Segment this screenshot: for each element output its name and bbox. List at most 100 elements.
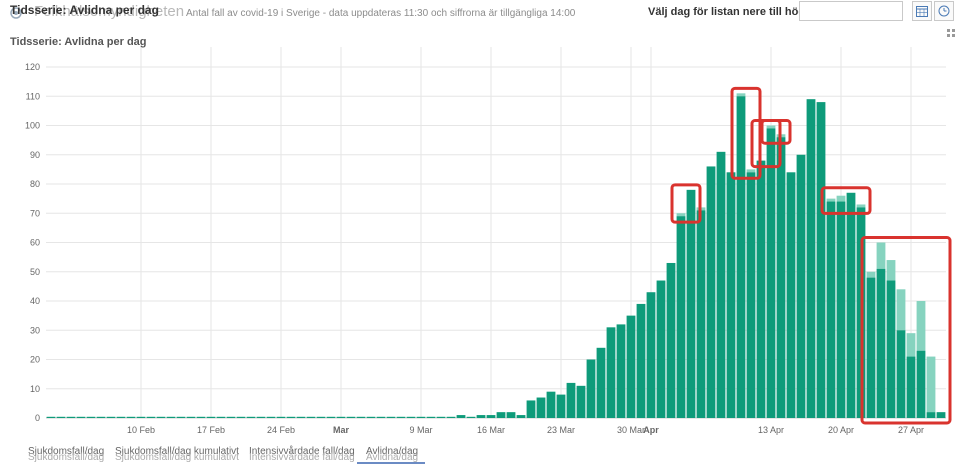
bar bbox=[556, 394, 566, 418]
bar bbox=[56, 416, 66, 418]
bar bbox=[636, 303, 646, 418]
bar bbox=[546, 391, 556, 418]
bar bbox=[876, 268, 886, 418]
bar bbox=[96, 416, 106, 418]
tab-avlidna-dag[interactable]: Avlidna/dag Avlidna/dag bbox=[366, 446, 418, 463]
bar bbox=[666, 262, 676, 418]
bar bbox=[456, 415, 466, 418]
bar-preliminary bbox=[856, 204, 866, 208]
bar bbox=[496, 412, 506, 418]
bar bbox=[936, 412, 946, 418]
bar bbox=[576, 385, 586, 418]
bar bbox=[506, 412, 516, 418]
bar bbox=[686, 189, 696, 418]
bar bbox=[756, 160, 766, 418]
bar bbox=[816, 102, 826, 418]
bar bbox=[896, 330, 906, 418]
bar bbox=[116, 416, 126, 418]
bar-preliminary bbox=[676, 213, 686, 217]
bar bbox=[386, 416, 396, 418]
x-tick-label: 17 Feb bbox=[197, 425, 225, 435]
highlight-box bbox=[670, 183, 702, 224]
bar bbox=[616, 324, 626, 418]
bar bbox=[46, 416, 56, 418]
y-tick-label: 120 bbox=[25, 62, 40, 72]
bar bbox=[746, 172, 756, 418]
tab-sjukdomsfall-dag[interactable]: Sjukdomsfall/dag Sjukdomsfall/dag bbox=[28, 446, 104, 463]
y-tick-label: 60 bbox=[30, 238, 40, 248]
bar bbox=[696, 210, 706, 418]
bar bbox=[706, 166, 716, 418]
highlight-box bbox=[760, 119, 792, 145]
time-button[interactable] bbox=[934, 1, 954, 21]
bar bbox=[276, 416, 286, 418]
bar bbox=[366, 416, 376, 418]
bar bbox=[826, 201, 836, 418]
bar-preliminary bbox=[926, 356, 936, 413]
y-tick-label: 10 bbox=[30, 384, 40, 394]
calendar-icon bbox=[916, 6, 928, 17]
bar bbox=[196, 416, 206, 418]
bar bbox=[356, 416, 366, 418]
tab-sjukdomsfall-kumulativt[interactable]: Sjukdomsfall/dag kumulativt Sjukdomsfall… bbox=[115, 446, 239, 463]
highlight-box bbox=[860, 236, 952, 425]
tab-ghost-label: Intensivvårdade fall/dag bbox=[249, 452, 355, 463]
logo-icon bbox=[10, 7, 22, 19]
bar bbox=[266, 416, 276, 418]
bar bbox=[406, 416, 416, 418]
bar bbox=[586, 359, 596, 418]
date-picker-label: Välj dag för listan nere till höger: bbox=[648, 6, 820, 18]
y-tick-label: 100 bbox=[25, 121, 40, 131]
active-tab-indicator bbox=[357, 462, 425, 464]
bar bbox=[526, 400, 536, 418]
bar bbox=[516, 415, 526, 418]
highlight-box bbox=[730, 86, 762, 180]
bar bbox=[796, 154, 806, 418]
bar bbox=[866, 277, 876, 418]
tab-ghost-label: Avlidna/dag bbox=[366, 452, 419, 463]
x-tick-label: 9 Mar bbox=[409, 425, 432, 435]
date-picker-input[interactable] bbox=[799, 1, 903, 21]
header: Folkhälsomyndigheten Tidsserie: Avlidna … bbox=[0, 0, 960, 28]
x-tick-label: Mar bbox=[333, 425, 350, 435]
tab-intensivvardade[interactable]: Intensivvårdade fall/dag Intensivvårdade… bbox=[249, 446, 355, 463]
y-tick-label: 30 bbox=[30, 325, 40, 335]
tab-label: Sjukdomsfall/dag kumulativt bbox=[115, 446, 239, 457]
tab-label: Intensivvårdade fall/dag bbox=[249, 446, 355, 457]
bar bbox=[326, 416, 336, 418]
series-title-overlay: Tidsserie: Avlidna per dag bbox=[10, 3, 159, 17]
bar-preliminary bbox=[826, 198, 836, 202]
bar bbox=[476, 415, 486, 418]
x-tick-label: 30 Mar bbox=[617, 425, 645, 435]
bar-preliminary bbox=[886, 260, 896, 281]
bar bbox=[606, 327, 616, 418]
x-tick-label: 27 Apr bbox=[898, 425, 924, 435]
app-title: Folkhälsomyndigheten bbox=[34, 3, 185, 20]
bar bbox=[446, 416, 456, 418]
bar bbox=[646, 292, 656, 418]
bar bbox=[126, 416, 136, 418]
app-subtitle: Antal fall av covid-19 i Sverige - data … bbox=[186, 8, 576, 19]
x-tick-label: 10 Feb bbox=[127, 425, 155, 435]
bar bbox=[226, 416, 236, 418]
bar bbox=[316, 416, 326, 418]
y-tick-label: 110 bbox=[26, 91, 40, 101]
y-tick-label: 0 bbox=[35, 413, 40, 423]
bar bbox=[466, 416, 476, 418]
bar bbox=[86, 416, 96, 418]
bar bbox=[236, 416, 246, 418]
bar-preliminary bbox=[746, 169, 756, 173]
bar bbox=[306, 416, 316, 418]
y-tick-label: 20 bbox=[30, 355, 40, 365]
calendar-button[interactable] bbox=[912, 1, 932, 21]
collapse-icon[interactable] bbox=[946, 28, 956, 38]
bar bbox=[346, 416, 356, 418]
tab-ghost-label: Sjukdomsfall/dag kumulativt bbox=[115, 452, 239, 463]
bar-preliminary bbox=[906, 333, 916, 357]
bar bbox=[106, 416, 116, 418]
x-tick-label: 13 Apr bbox=[758, 425, 784, 435]
bar bbox=[736, 96, 746, 418]
tab-ghost-label: Sjukdomsfall/dag bbox=[28, 452, 105, 463]
x-tick-label: 23 Mar bbox=[547, 425, 575, 435]
chart-title: Tidsserie: Avlidna per dag bbox=[10, 36, 147, 48]
